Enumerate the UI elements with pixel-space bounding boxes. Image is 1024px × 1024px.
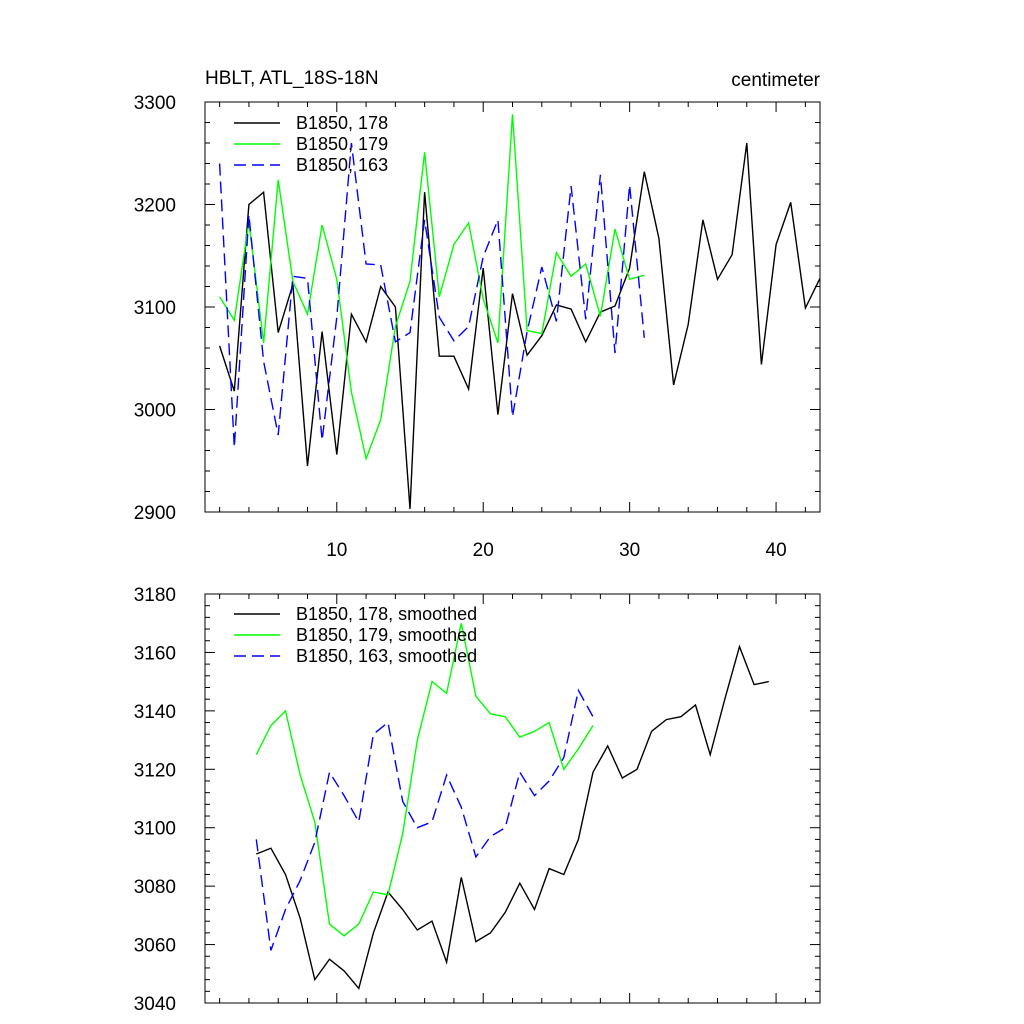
x-tick-label: 30 <box>619 540 640 561</box>
series-line-1 <box>218 142 821 509</box>
y-tick-label: 3120 <box>134 760 176 781</box>
y-tick-label: 3100 <box>134 298 176 319</box>
y-tick-label: 3300 <box>134 93 176 114</box>
legend-label-3: B1850, 163 <box>296 155 388 175</box>
plot-panel-1: 2900 3000 3100 3200 3300 10 20 30 40 HBLT, ATL_18… <box>134 68 821 561</box>
x-tick-label: 20 <box>473 540 494 561</box>
series-line-1 <box>256 644 769 990</box>
x-tick-label: 10 <box>326 540 347 561</box>
y-tick-label: 3080 <box>134 877 176 898</box>
legend-label-2: B1850, 179, smoothed <box>296 625 477 645</box>
y-tick-label: 3000 <box>134 401 176 422</box>
plot-panel-2: 3040 3060 3080 3100 3120 3140 3160 3180 B1850, 1… <box>134 585 821 1015</box>
series-line-3 <box>218 142 645 448</box>
series-line-2 <box>255 623 594 937</box>
legend-label-3: B1850, 163, smoothed <box>296 646 477 666</box>
y-tick-label: 3100 <box>134 819 176 840</box>
y-tick-label: 2900 <box>134 503 176 524</box>
y-tick-label: 3200 <box>134 196 176 217</box>
x-tick-label: 40 <box>766 540 787 561</box>
legend-label-1: B1850, 178, smoothed <box>296 604 477 624</box>
units-label: centimeter <box>731 70 820 91</box>
y-tick-label: 3160 <box>134 643 176 664</box>
y-tick-label: 3140 <box>134 702 176 723</box>
series-line-2 <box>219 114 645 462</box>
y-tick-label: 3180 <box>134 585 176 606</box>
legend-label-1: B1850, 178 <box>296 113 388 133</box>
chart-title: HBLT, ATL_18S-18N <box>205 68 379 89</box>
y-tick-label: 3040 <box>134 994 176 1015</box>
legend-label-2: B1850, 179 <box>296 134 388 154</box>
y-tick-label: 3060 <box>134 936 176 957</box>
series-line-3 <box>255 688 594 951</box>
